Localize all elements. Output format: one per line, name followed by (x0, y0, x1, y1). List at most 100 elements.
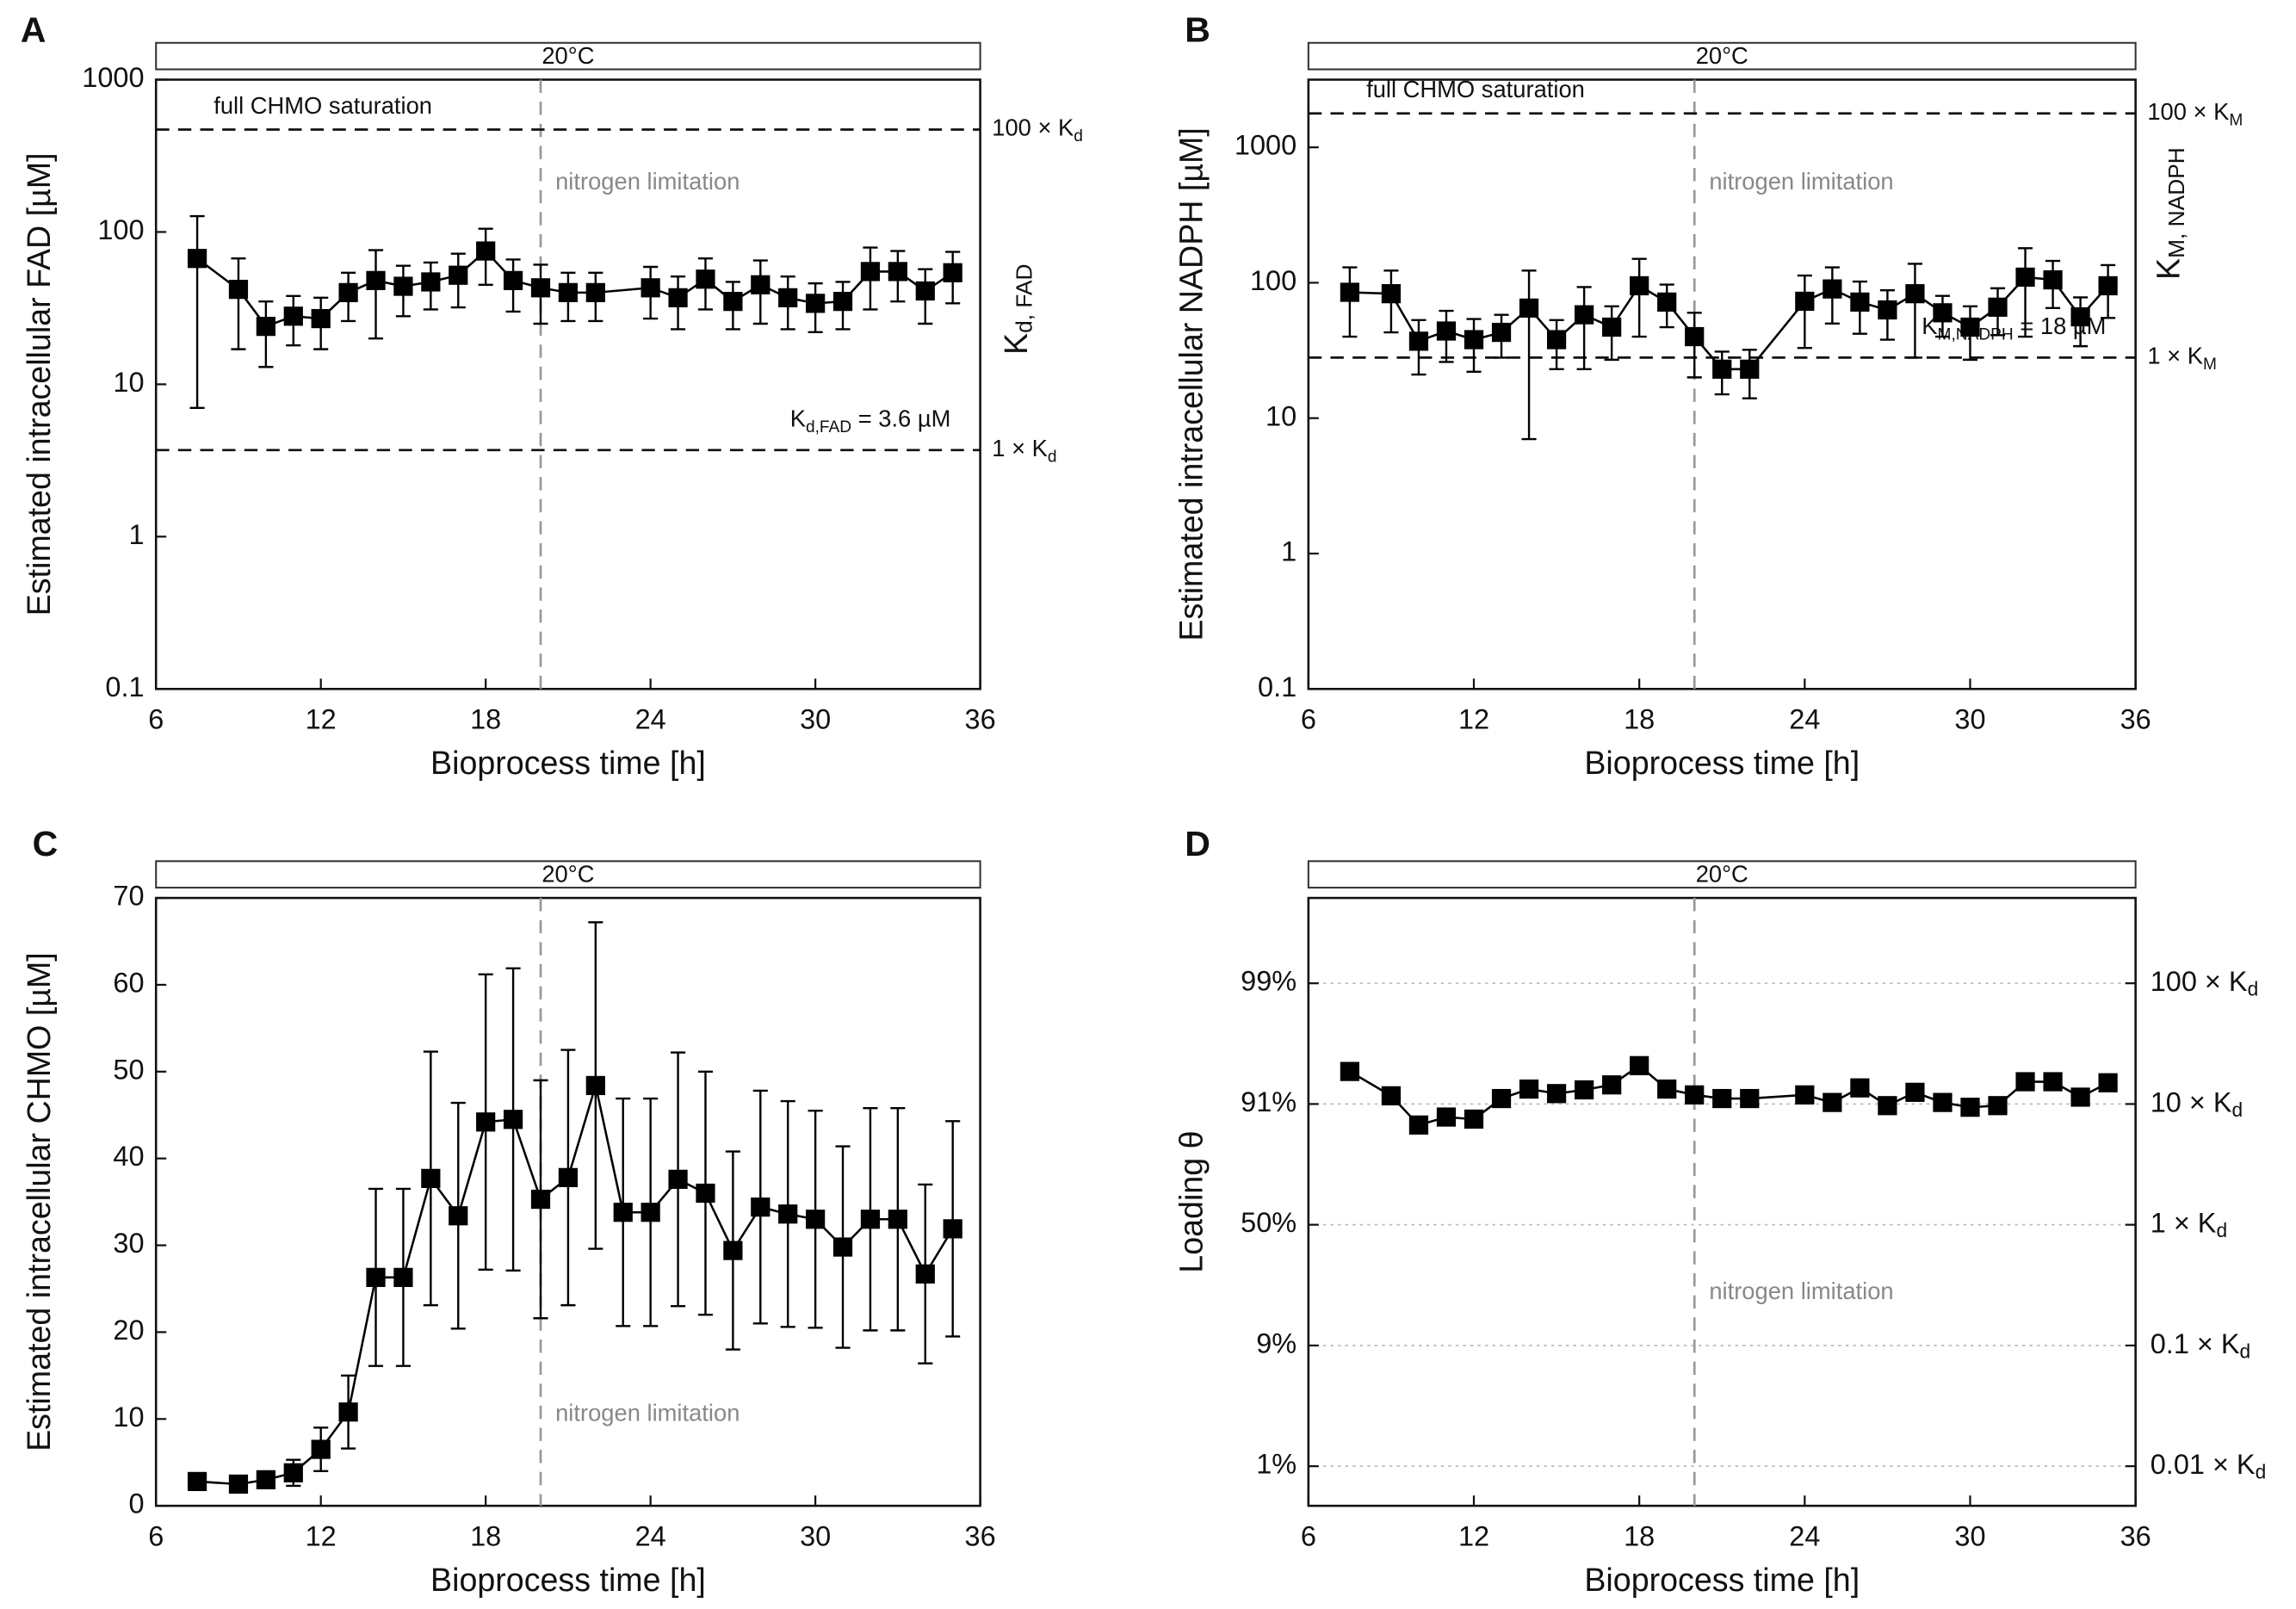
y-tick-label: 100 (1250, 265, 1297, 296)
x-tick-label: 6 (148, 703, 164, 734)
data-point (558, 282, 579, 302)
data-point (2070, 306, 2090, 327)
text-part: d (1074, 127, 1083, 145)
data-point (311, 1439, 331, 1459)
text-part: 100 × K (2151, 966, 2248, 997)
phase-label: nitrogen limitation (1709, 1278, 1893, 1304)
text-part: 0.1 × K (2151, 1327, 2240, 1358)
text-part: 1 × K (992, 435, 1048, 461)
x-tick-label: 30 (800, 1520, 831, 1551)
data-point (641, 278, 660, 298)
reference-label: 100 × KM (2147, 98, 2243, 129)
data-point (503, 1110, 523, 1129)
data-point (228, 280, 249, 300)
data-point (283, 306, 303, 326)
y-tick-label: 40 (113, 1141, 144, 1172)
x-tick-label: 12 (1458, 1520, 1489, 1551)
panel-letter: B (1185, 10, 1210, 50)
data-point (1960, 317, 1980, 337)
data-point (1795, 291, 1815, 312)
data-point (449, 265, 468, 285)
data-point (1381, 1086, 1402, 1105)
text-part: = 18 µM (2014, 313, 2107, 339)
banner-label: 20°C (1696, 42, 1748, 69)
y-axis-label: Loading θ (1173, 1130, 1209, 1272)
text-part: M, NADPH (2163, 147, 2189, 258)
text-part: d (2232, 1098, 2243, 1121)
x-axis-label: Bioprocess time [h] (1584, 1562, 1860, 1598)
y2-tick-label: 100 × Kd (2151, 966, 2258, 1000)
text-part: 100 × K (992, 114, 1074, 141)
data-point (530, 1189, 551, 1210)
reference-annotation: full CHMO saturation (1366, 76, 1585, 102)
data-point (585, 282, 605, 302)
data-point (1878, 300, 1897, 320)
data-point (1905, 1082, 1925, 1102)
data-point (366, 1267, 386, 1287)
data-point (1546, 1084, 1567, 1104)
data-point (888, 1210, 907, 1229)
data-point (1988, 297, 2008, 317)
data-point (613, 1203, 633, 1222)
plot-frame (1307, 896, 2137, 1507)
y-tick-label: 1% (1256, 1449, 1297, 1480)
reference-annotation: full CHMO saturation (214, 92, 432, 119)
series-line (1349, 275, 2109, 371)
x-tick-label: 36 (965, 1520, 996, 1551)
y2-tick-label: 0.01 × Kd (2151, 1449, 2267, 1483)
banner-label: 20°C (542, 861, 594, 888)
data-point (393, 1267, 413, 1287)
data-point (393, 276, 413, 296)
data-point (1933, 303, 1953, 323)
error-bar (1521, 269, 1537, 441)
banner-label: 20°C (1696, 861, 1748, 888)
data-point (751, 275, 770, 294)
data-point (1546, 330, 1567, 350)
data-point (283, 1463, 303, 1482)
y-tick-label: 1000 (1235, 130, 1297, 161)
text-part: d (1048, 448, 1057, 466)
y-tick-label: 0.1 (105, 671, 144, 702)
data-point (1575, 305, 1594, 325)
data-point (1340, 1061, 1360, 1081)
x-tick-label: 30 (800, 703, 831, 734)
data-point (2043, 1072, 2063, 1092)
data-point (1740, 1088, 1760, 1109)
data-point (1519, 1079, 1539, 1099)
y-tick-label: 0 (128, 1488, 144, 1519)
error-bar (368, 249, 384, 340)
y-tick-label: 10 (1266, 400, 1297, 431)
data-point (187, 1471, 207, 1492)
error-bar (1797, 274, 1812, 350)
data-point (1381, 284, 1402, 304)
data-point (1519, 298, 1539, 318)
temperature-banner (1307, 860, 2137, 889)
temperature-banner (155, 41, 981, 71)
text-part: 1 × K (2151, 1207, 2217, 1238)
series-line (197, 1085, 954, 1486)
data-point (1685, 1085, 1705, 1105)
y-axis-label: Estimated intracellular NADPH [µM] (1173, 127, 1209, 641)
panel-letter: C (33, 824, 59, 863)
data-point (1436, 1107, 1457, 1127)
x-tick-label: 6 (148, 1520, 164, 1551)
text-part: d, FAD (1012, 263, 1037, 332)
data-point (2070, 1087, 2090, 1107)
error-bar (189, 214, 205, 410)
y-tick-label: 1 (128, 519, 144, 550)
data-point (860, 262, 881, 282)
y-axis-label: Estimated intracellular CHMO [µM] (21, 952, 57, 1451)
y2-tick-label: 1 × Kd (2151, 1207, 2227, 1241)
data-point (2015, 267, 2035, 288)
x-tick-label: 12 (306, 1520, 337, 1551)
data-point (1685, 326, 1705, 347)
reference-label: 1 × Kd (992, 435, 1056, 466)
x-tick-label: 24 (1789, 1520, 1820, 1551)
text-part: d,FAD (806, 418, 851, 436)
text-part: 10 × K (2151, 1086, 2232, 1117)
data-point (585, 1075, 605, 1096)
x-tick-label: 30 (1954, 703, 1985, 734)
y-tick-label: 91% (1241, 1086, 1297, 1117)
text-part: d (2256, 1461, 2267, 1483)
